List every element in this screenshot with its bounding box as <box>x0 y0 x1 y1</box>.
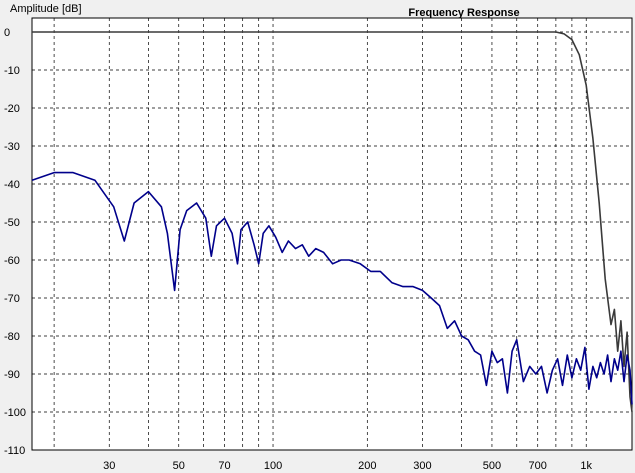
series-line-1 <box>32 31 633 413</box>
y-tick-label: -50 <box>4 217 20 229</box>
y-tick-label: -60 <box>4 255 20 267</box>
plot-area <box>31 17 633 451</box>
x-tick-label: 700 <box>529 460 547 472</box>
x-tick-label: 300 <box>413 460 431 472</box>
y-tick-label: -10 <box>4 65 20 77</box>
y-tick-label: -100 <box>4 407 26 419</box>
y-tick-label: -90 <box>4 369 20 381</box>
y-tick-label: -80 <box>4 331 20 343</box>
x-tick-label: 30 <box>103 460 115 472</box>
y-tick-label: -70 <box>4 293 20 305</box>
grid-lines <box>32 18 632 451</box>
y-tick-label: -30 <box>4 141 20 153</box>
y-tick-labels: 0 -10 -20 -30 -40 -50 -60 -70 -80 -90 -100 -110 <box>4 27 26 457</box>
y-tick-label: 0 <box>4 27 10 39</box>
series-lines <box>31 31 633 413</box>
series-line-2 <box>31 171 633 405</box>
y-tick-label: -20 <box>4 103 20 115</box>
x-tick-label: 200 <box>358 460 376 472</box>
y-tick-label: -40 <box>4 179 20 191</box>
y-axis-label: Amplitude [dB] <box>10 3 82 15</box>
x-tick-label: 50 <box>173 460 185 472</box>
x-tick-labels: 30 50 70 100 200 300 500 700 1k <box>103 460 592 472</box>
y-tick-label: -110 <box>4 445 25 457</box>
x-tick-label: 70 <box>218 460 230 472</box>
x-tick-label: 1k <box>580 460 592 472</box>
x-tick-label: 100 <box>264 460 282 472</box>
x-tick-label: 500 <box>483 460 501 472</box>
chart-title: Frequency Response <box>408 7 519 19</box>
